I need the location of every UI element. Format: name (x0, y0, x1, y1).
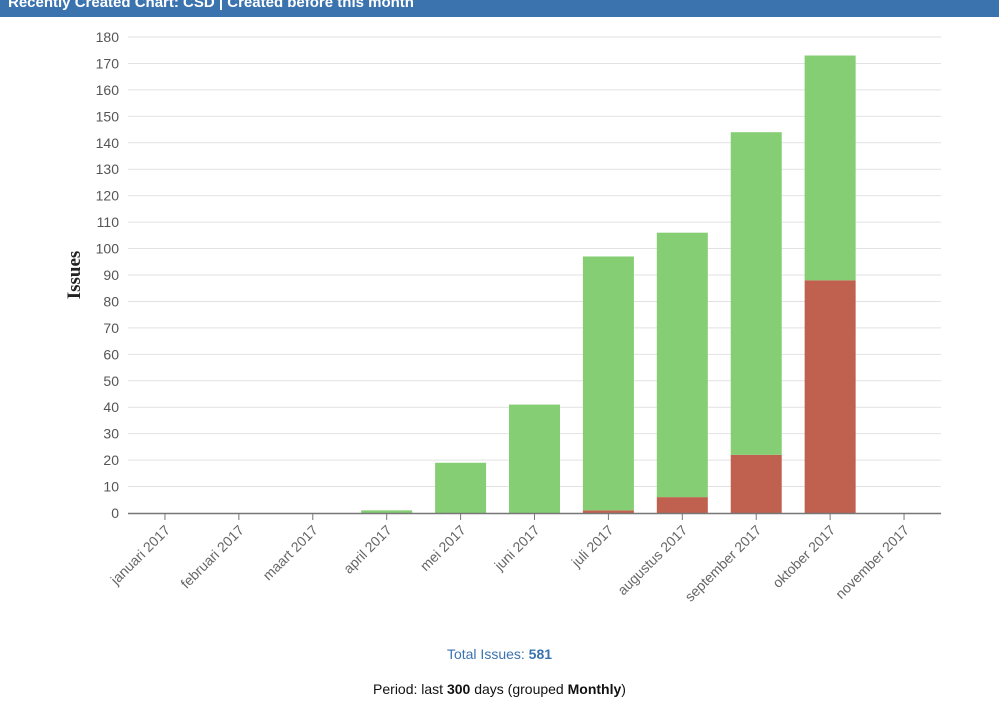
y-tick-label: 80 (103, 293, 119, 309)
period-line: Period: last 300 days (grouped Monthly) (0, 681, 999, 697)
x-tick-label: oktober 2017 (769, 522, 838, 591)
x-tick-label: juli 2017 (568, 522, 617, 571)
period-mid: days (grouped (470, 681, 568, 697)
bar-segment-0-7 (656, 497, 708, 513)
y-tick-label: 30 (103, 426, 119, 442)
x-tick-label: april 2017 (340, 522, 395, 577)
y-tick-label: 120 (96, 188, 120, 204)
period-days: 300 (446, 681, 471, 697)
y-tick-label: 0 (111, 505, 119, 521)
issues-bar-chart: 0 10 20 30 40 50 60 70 80 90 100 110 120 130 140 150 160… (64, 29, 941, 605)
chart-header-title: Recently Created Chart: CSD | Created be… (8, 0, 414, 11)
y-tick-label: 140 (96, 135, 120, 151)
x-tick-label: november 2017 (832, 522, 912, 602)
x-tick-label: september 2017 (681, 522, 764, 605)
y-tick-label: 180 (96, 29, 120, 45)
x-tick-label: juni 2017 (490, 522, 542, 574)
period-suffix: ) (621, 681, 626, 697)
total-issues-label: Total Issues: (446, 646, 529, 662)
period-prefix: Period: last (373, 681, 447, 697)
y-tick-label: 40 (103, 399, 119, 415)
bar-segment-1-3 (361, 510, 413, 513)
bar-segment-1-6 (582, 256, 634, 511)
y-tick-label: 100 (96, 241, 120, 257)
bar-segment-0-9 (804, 280, 856, 513)
bar-segment-1-7 (656, 232, 708, 498)
bar-segment-1-9 (804, 55, 856, 281)
period-group: Monthly (567, 681, 622, 697)
bar-segment-1-4 (435, 462, 487, 513)
y-tick-label: 170 (96, 55, 120, 71)
y-tick-label: 110 (97, 214, 120, 230)
bar-segment-1-5 (509, 404, 560, 513)
y-tick-label: 70 (103, 320, 119, 336)
bar-segment-1-8 (730, 132, 782, 455)
y-tick-label: 20 (103, 452, 119, 468)
chart-header-bar: Recently Created Chart: CSD | Created be… (0, 0, 999, 17)
x-tick-label: mei 2017 (417, 522, 469, 574)
y-axis-title: Issues (64, 251, 85, 300)
x-tick-label: maart 2017 (259, 522, 321, 584)
bar-segment-0-8 (730, 454, 782, 513)
y-tick-label: 50 (103, 373, 119, 389)
x-tick-label: februari 2017 (177, 522, 247, 592)
y-tick-label: 130 (96, 161, 120, 177)
x-tick-label: augustus 2017 (614, 522, 690, 598)
y-tick-label: 150 (96, 108, 120, 124)
total-issues-line: Total Issues: 581 (0, 646, 999, 662)
bar-segment-0-6 (582, 510, 634, 513)
y-tick-label: 160 (96, 82, 120, 98)
y-tick-label: 60 (103, 346, 119, 362)
total-issues-value: 581 (528, 646, 553, 662)
y-tick-label: 90 (103, 267, 119, 283)
x-tick-label: januari 2017 (107, 522, 174, 589)
y-tick-label: 10 (103, 479, 119, 495)
